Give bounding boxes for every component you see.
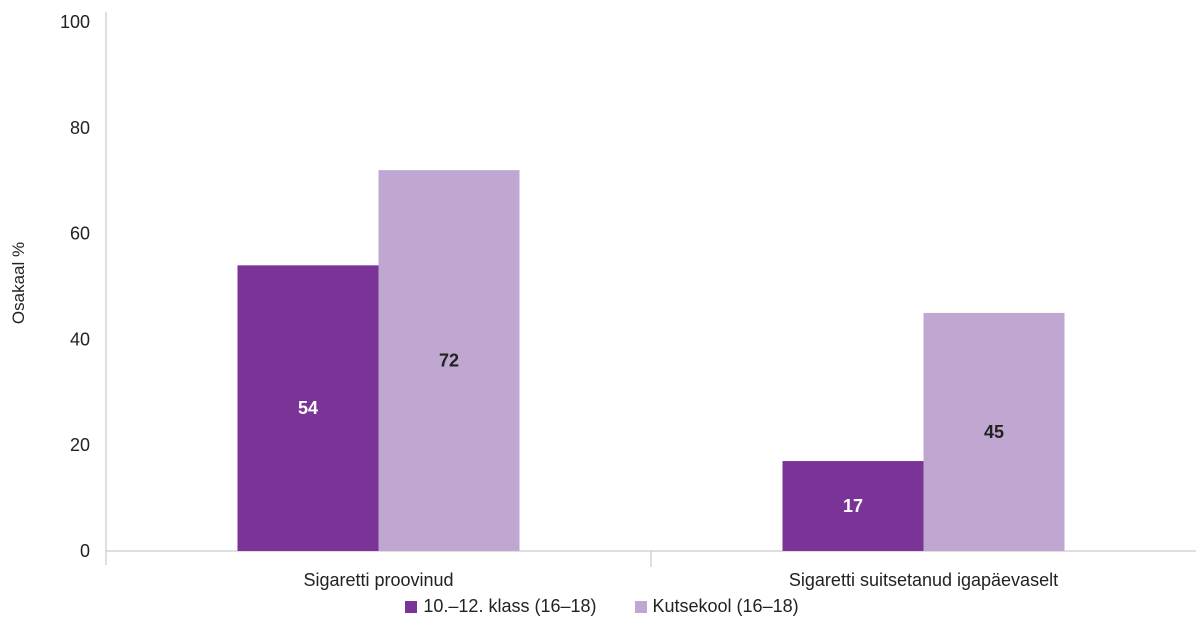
data-label-series-1-cat-1: 54 <box>298 398 318 418</box>
y-axis-title: Osakaal % <box>9 242 28 324</box>
x-category-label: Sigaretti suitsetanud igapäevaselt <box>789 570 1058 590</box>
bar-series-1-cat-1 <box>237 265 379 551</box>
bars <box>237 170 1065 551</box>
legend-item-series-2: Kutsekool (16–18) <box>634 596 799 617</box>
legend: 10.–12. klass (16–18) Kutsekool (16–18) <box>0 596 1204 617</box>
x-category-label: Sigaretti proovinud <box>303 570 453 590</box>
y-tick-label: 80 <box>70 118 90 138</box>
y-tick-label: 40 <box>70 329 90 349</box>
data-label-series-2-cat-2: 45 <box>984 422 1004 442</box>
data-label-series-1-cat-2: 17 <box>843 496 863 516</box>
y-axis: 0 20 40 60 80 100 <box>60 12 107 565</box>
bar-series-2-cat-1 <box>378 170 520 551</box>
y-tick-label: 100 <box>60 12 90 32</box>
data-label-series-2-cat-1: 72 <box>439 351 459 371</box>
legend-item-series-1: 10.–12. klass (16–18) <box>405 596 597 617</box>
bar-series-1-cat-2 <box>782 461 924 551</box>
legend-swatch-series-2 <box>634 600 647 613</box>
legend-swatch-series-1 <box>405 600 418 613</box>
data-labels: 54 72 17 45 <box>298 351 1004 516</box>
y-tick-label: 20 <box>70 435 90 455</box>
y-tick-label: 60 <box>70 224 90 244</box>
legend-label-series-1: 10.–12. klass (16–18) <box>423 596 597 616</box>
x-axis: Sigaretti proovinud Sigaretti suitsetanud… <box>106 550 1196 590</box>
legend-label-series-2: Kutsekool (16–18) <box>652 596 799 616</box>
y-tick-label: 0 <box>80 541 90 561</box>
bar-series-2-cat-2 <box>923 312 1065 551</box>
